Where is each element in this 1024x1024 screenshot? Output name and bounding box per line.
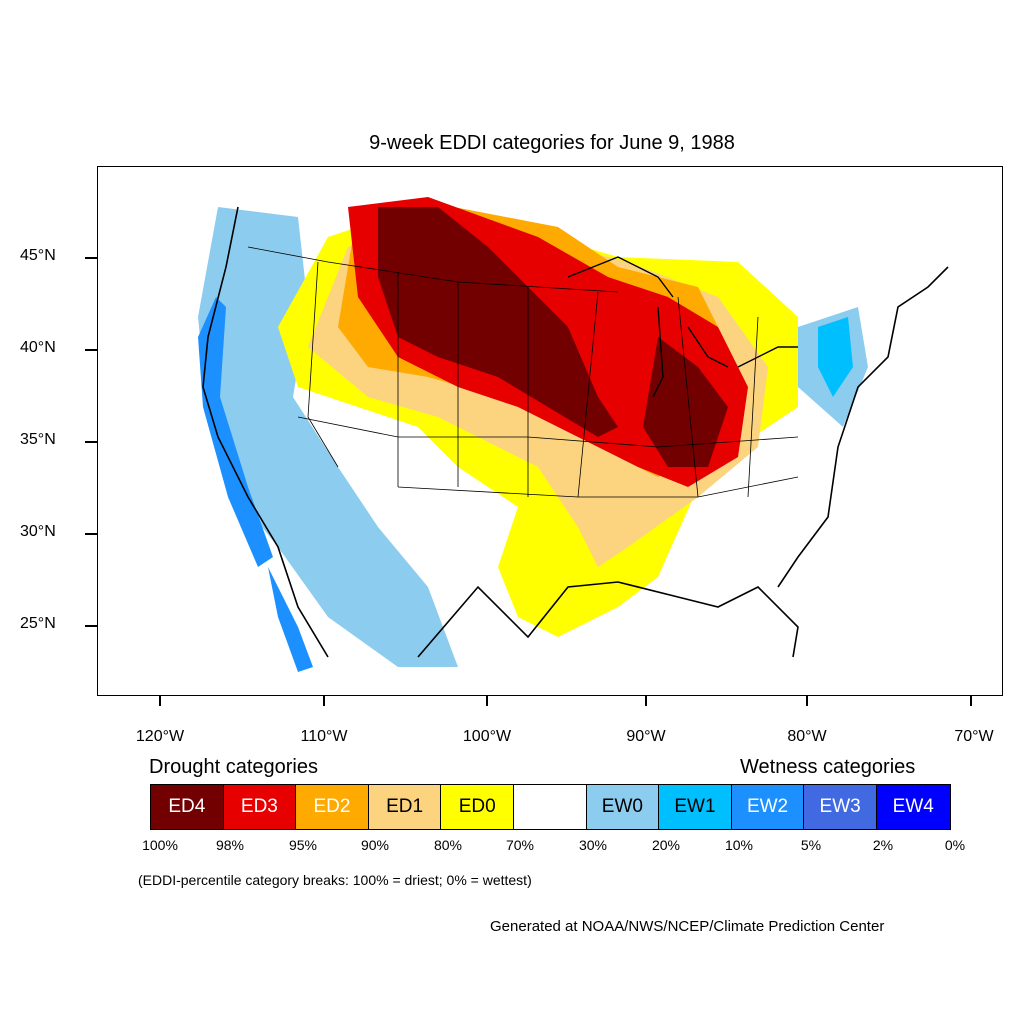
lon-label: 100°W — [462, 728, 512, 745]
great-lakes — [567, 256, 798, 398]
break-label: 30% — [578, 837, 608, 853]
percentile-note: (EDDI-percentile category breaks: 100% =… — [138, 872, 532, 888]
lat-tick — [85, 349, 97, 351]
lon-tick — [645, 696, 647, 706]
map-frame — [97, 166, 1003, 696]
lat-label: 30°N — [20, 523, 56, 540]
lon-label: 80°W — [787, 728, 827, 745]
legend-box-ed0: ED0 — [441, 785, 514, 829]
state-borders — [247, 246, 799, 498]
break-label: 90% — [360, 837, 390, 853]
legend-box-ew0: EW0 — [586, 785, 660, 829]
break-label: 70% — [505, 837, 535, 853]
break-label: 5% — [800, 837, 822, 853]
lon-label: 120°W — [135, 728, 185, 745]
legend-box-ew3: EW3 — [804, 785, 877, 829]
break-label: 0% — [944, 837, 966, 853]
lat-label: 25°N — [20, 615, 56, 632]
legend-box-neutral — [513, 785, 587, 829]
break-label: 98% — [215, 837, 245, 853]
break-label: 95% — [288, 837, 318, 853]
lat-label: 45°N — [20, 247, 56, 264]
break-label: 20% — [651, 837, 681, 853]
lon-tick — [970, 696, 972, 706]
legend-box-ew2: EW2 — [731, 785, 805, 829]
drought-heading: Drought categories — [149, 756, 318, 778]
legend-box-ed4: ED4 — [151, 785, 224, 829]
category-legend: ED4 ED3 ED2 ED1 ED0 EW0 EW1 EW2 EW3 EW4 — [150, 784, 951, 830]
map-title: 9-week EDDI categories for June 9, 1988 — [369, 132, 735, 154]
break-label: 2% — [872, 837, 894, 853]
wet-region-baja — [268, 567, 313, 672]
legend-box-ed2: ED2 — [296, 785, 369, 829]
legend-box-ew4: EW4 — [876, 785, 950, 829]
lon-label: 110°W — [300, 728, 348, 745]
wet-region-west — [198, 207, 458, 667]
lon-tick — [159, 696, 161, 706]
break-label: 100% — [142, 837, 178, 853]
lat-tick — [85, 625, 97, 627]
dry-region-ed4 — [378, 207, 618, 437]
wet-region-northeast-core — [818, 317, 853, 397]
lat-label: 40°N — [20, 339, 56, 356]
legend-box-ew1: EW1 — [659, 785, 732, 829]
lat-tick — [85, 533, 97, 535]
break-label: 80% — [433, 837, 463, 853]
dry-region-ed4-east — [643, 337, 728, 467]
wetness-heading: Wetness categories — [740, 756, 916, 778]
legend-box-ed1: ED1 — [368, 785, 442, 829]
lon-tick — [486, 696, 488, 706]
lat-label: 35°N — [20, 431, 56, 448]
eddi-map — [198, 197, 949, 672]
lat-tick — [85, 441, 97, 443]
break-label: 10% — [724, 837, 754, 853]
wet-region-coast — [198, 297, 273, 567]
lon-label: 70°W — [954, 728, 994, 745]
lat-tick — [85, 257, 97, 259]
legend-box-ed3: ED3 — [223, 785, 297, 829]
coastline — [202, 206, 949, 658]
lon-tick — [806, 696, 808, 706]
lon-tick — [323, 696, 325, 706]
lon-label: 90°W — [626, 728, 666, 745]
credit-line: Generated at NOAA/NWS/NCEP/Climate Predi… — [490, 918, 885, 935]
